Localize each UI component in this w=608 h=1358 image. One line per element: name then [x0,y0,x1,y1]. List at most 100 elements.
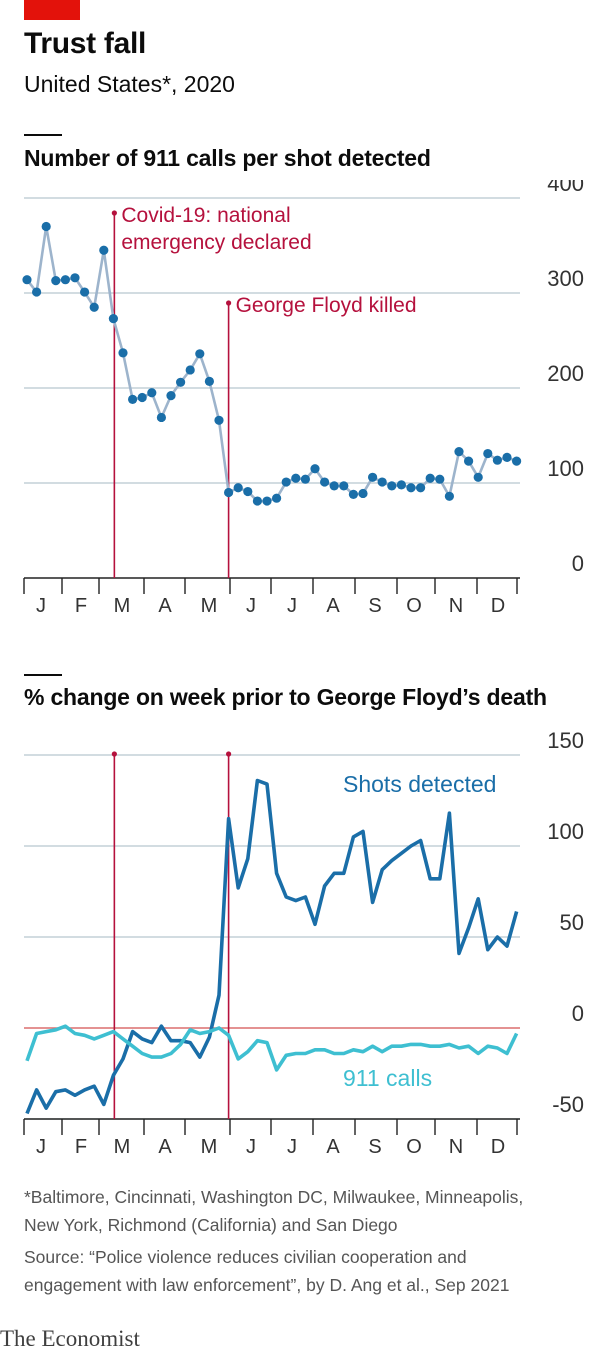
event-label: emergency declared [121,231,311,254]
data-point [41,221,51,232]
data-point [233,483,243,493]
data-point [320,477,330,487]
data-point [89,302,99,312]
x-tick-label: M [114,595,131,617]
data-point [291,473,301,483]
data-point [195,349,205,359]
data-point [310,464,320,474]
data-point [214,415,224,425]
economist-red-tag [24,0,80,20]
x-tick-label: N [449,1136,463,1158]
data-point [204,376,214,386]
footnote-source: Source: “Police violence reduces civilia… [24,1243,509,1299]
data-point [272,493,282,503]
data-point [444,491,454,501]
chart1-rule [24,134,62,136]
data-point [396,480,406,490]
y-tick-label: -50 [552,1092,584,1117]
data-point [511,456,522,466]
x-tick-label: A [158,1136,172,1158]
data-point [368,472,378,482]
x-tick-label: A [158,595,172,617]
event-dot [226,300,232,306]
data-point [22,275,32,285]
data-point [483,448,493,459]
chart1-plot: 0 100 200 300 400 J F M A M J J A S O N D Covid-19: natio… [22,180,584,617]
data-point [80,287,90,297]
data-point [252,496,262,506]
event-dot [111,210,117,216]
x-tick-label: M [114,1136,131,1158]
footnote-line: New York, Richmond (California) and San … [24,1215,398,1235]
x-tick-label: J [287,595,297,617]
x-tick-label: J [36,1136,46,1158]
data-point [99,245,109,255]
shots-detected-line [25,778,519,1115]
x-tick-label: D [491,1136,505,1158]
x-tick-label: O [406,595,422,617]
data-point [70,273,80,283]
y-tick-label: 400 [547,180,584,196]
y-tick-label: 300 [547,266,584,291]
series-label-shots: Shots detected [343,771,496,797]
data-point [118,348,128,358]
event-label: Covid-19: national [121,204,290,227]
data-point [329,481,339,491]
y-tick-label: 0 [572,551,584,576]
data-point [406,483,416,493]
data-point [128,394,138,404]
data-point [377,477,387,487]
x-tick-label: O [406,1136,422,1158]
x-tick-label: D [491,595,505,617]
data-point [348,489,358,499]
data-point [137,392,147,403]
data-point [147,388,157,398]
data-point [435,474,445,484]
data-point [339,481,349,491]
x-tick-label: N [449,595,463,617]
event-label: George Floyd killed [236,294,417,317]
data-point [502,452,512,462]
chart2-plot: -50 0 50 100 150 J F M A M J J A S O N D Shots detected 91… [23,728,584,1158]
x-tick-label: J [246,595,256,617]
x-tick-label: A [326,595,340,617]
data-point [387,481,397,491]
event-dot [111,751,117,757]
data-point [492,455,502,465]
data-point [156,412,166,423]
data-point [454,447,464,457]
y-tick-label: 0 [572,1001,584,1026]
calls-911-line [25,1024,519,1072]
chart2-rule [24,674,62,676]
x-tick-label: S [368,1136,381,1158]
x-tick-label: M [201,595,218,617]
chart2-title: % change on week prior to George Floyd’s… [24,684,547,710]
data-point [300,474,310,484]
x-tick-label: J [246,1136,256,1158]
page-subtitle: United States*, 2020 [24,71,235,97]
data-point [108,314,118,324]
economist-logo-text: The Economist [0,1326,140,1351]
y-tick-label: 100 [547,456,584,481]
y-tick-label: 150 [547,728,584,753]
data-point [262,496,272,506]
x-tick-label: F [75,595,87,617]
chart1-title: Number of 911 calls per shot detected [24,145,431,171]
data-point [243,486,253,497]
data-point [31,287,42,297]
source-line: Source: “Police violence reduces civilia… [24,1247,467,1267]
x-tick-label: A [326,1136,340,1158]
data-point [358,488,368,499]
calls-per-shot-line [25,225,518,503]
data-point [281,477,291,487]
data-point [473,472,483,482]
series-label-calls: 911 calls [343,1065,432,1091]
x-tick-label: F [75,1136,87,1158]
data-point [176,377,186,387]
y-tick-label: 200 [547,361,584,386]
data-point [416,483,426,493]
x-tick-label: J [287,1136,297,1158]
y-tick-label: 50 [560,910,584,935]
data-point [185,365,195,375]
data-point [224,487,234,498]
